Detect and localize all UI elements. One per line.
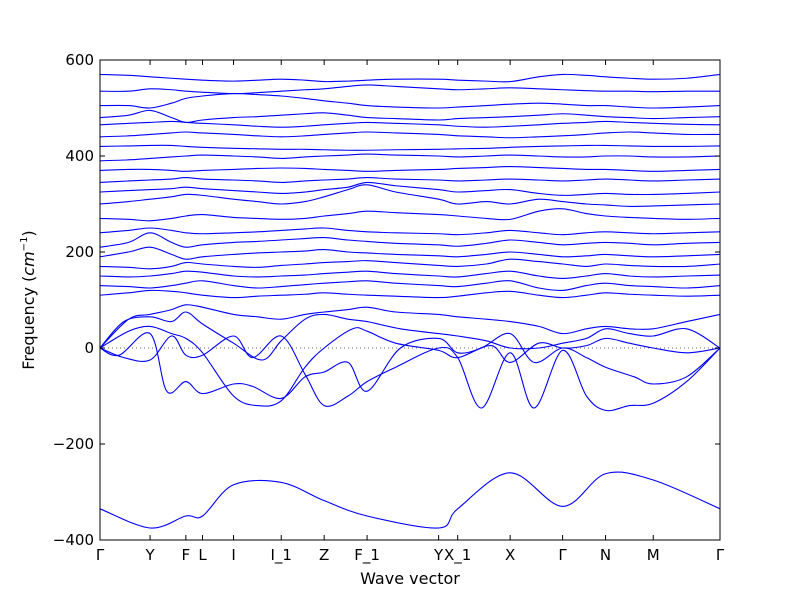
y-tick-label-layer: 600 400 200 0 −200 −400: [53, 51, 94, 549]
band-line-23: [99, 109, 721, 123]
band-line-2: [99, 335, 721, 412]
x-tick-label-12: Γ: [558, 546, 567, 564]
band-line-16: [99, 181, 721, 196]
band-line-21: [99, 131, 721, 139]
x-tick-label-15: Γ: [716, 546, 725, 564]
x-tick-label-11: X: [505, 546, 515, 564]
y-axis-label: Frequency (cm−1): [19, 230, 38, 369]
band-line-26: [99, 73, 721, 83]
x-tick-label-3: F: [182, 546, 191, 564]
x-tick-label-9: Y: [433, 546, 444, 564]
y-tick-label-4: 0: [84, 339, 94, 357]
band-line-12: [99, 232, 721, 248]
y-axis-label-unit: cm: [19, 251, 38, 275]
band-line-24: [99, 93, 721, 109]
x-tick-label-2: Y: [144, 546, 155, 564]
y-tick-label-2: 400: [65, 147, 94, 165]
x-tick-label-layer: Γ Y F L I I_1 Z F_1 Y X_1 X Γ N M Γ: [96, 546, 725, 565]
band-line-1: [99, 471, 721, 529]
x-tick-label-10: X_1: [444, 546, 471, 565]
x-tick-label-8: F_1: [354, 546, 380, 565]
x-tick-label-4: L: [198, 546, 207, 564]
band-line-3: [99, 332, 721, 399]
y-axis-label-close: ): [19, 230, 38, 236]
y-tick-label-1: 600: [65, 51, 94, 69]
band-line-13: [99, 227, 721, 236]
band-line-8: [99, 280, 721, 292]
y-tick-label-6: −400: [53, 531, 94, 549]
x-tick-label-7: Z: [319, 546, 329, 564]
band-line-5: [99, 311, 721, 361]
band-line-20: [99, 144, 721, 151]
band-line-17: [99, 177, 721, 183]
band-line-10: [99, 258, 721, 270]
plot-frame: [99, 59, 721, 541]
y-axis-label-exponent: −1: [19, 237, 30, 252]
x-tick-label-14: M: [647, 546, 660, 564]
band-line-9: [99, 270, 721, 279]
band-line-4: [99, 325, 721, 407]
band-line-11: [99, 246, 721, 260]
band-line-18: [99, 166, 721, 172]
y-tick-label-3: 200: [65, 243, 94, 261]
band-line-19: [99, 153, 721, 162]
band-line-15: [99, 184, 721, 207]
x-axis-label: Wave vector: [360, 569, 460, 588]
band-line-7: [99, 289, 721, 299]
x-tick-label-1: Γ: [96, 546, 105, 564]
y-tick-label-5: −200: [53, 435, 94, 453]
y-axis-label-text: Frequency (: [19, 276, 38, 370]
x-tick-label-13: N: [600, 546, 611, 564]
band-line-6: [99, 304, 721, 349]
x-tick-label-6: I_1: [270, 546, 291, 565]
band-series-layer: [99, 73, 721, 529]
band-line-14: [99, 208, 721, 222]
x-tick-label-5: I: [231, 546, 235, 564]
band-line-25: [99, 84, 721, 95]
